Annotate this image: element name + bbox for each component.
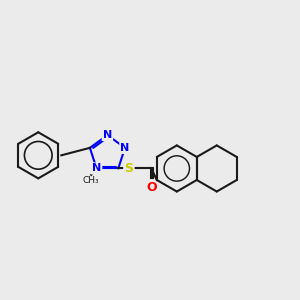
Text: CH₃: CH₃ [83, 176, 100, 184]
Text: N: N [120, 143, 130, 153]
Text: N: N [92, 164, 101, 173]
Text: O: O [146, 181, 157, 194]
Text: S: S [124, 162, 134, 175]
Text: N: N [103, 130, 112, 140]
